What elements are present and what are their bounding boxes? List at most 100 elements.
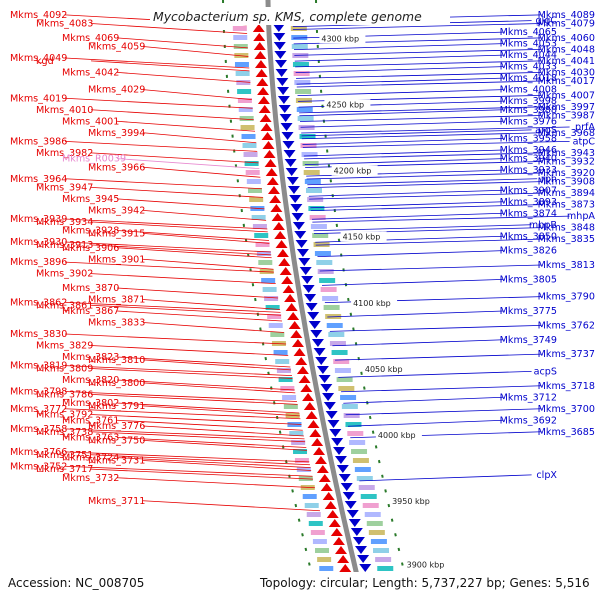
leader-line-reverse <box>319 264 542 272</box>
scale-tick-bg <box>324 99 371 110</box>
reverse-gene-mark <box>287 186 300 194</box>
gene-label-forward: Mkms_3915 <box>88 228 145 239</box>
gene-label-reverse: Mkms_4089 <box>538 10 595 21</box>
feature-band-right <box>300 143 317 148</box>
gene-label-reverse: Mkms_4079 <box>538 19 595 30</box>
reverse-gene-mark <box>284 159 297 167</box>
leader-line-reverse <box>317 250 504 258</box>
feature-band-right <box>298 125 315 130</box>
forward-gene-mark <box>252 24 265 32</box>
feature-band-left <box>243 152 258 157</box>
gene-label-reverse: Mkms_3946 <box>500 145 557 156</box>
inner-arc <box>222 0 319 601</box>
forward-gene-mark <box>270 204 283 212</box>
reverse-gene-mark <box>277 87 290 95</box>
gene-label-reverse: Mkms_3692 <box>500 415 557 426</box>
gene-label-forward: Mkms_3810 <box>88 355 145 366</box>
feature-band-left <box>315 548 330 553</box>
gene-label-forward: Mkms_3867 <box>62 306 119 317</box>
gene-label-forward: Mkms_3942 <box>88 205 145 216</box>
feature-band-right <box>375 557 392 562</box>
reverse-gene-mark <box>274 51 287 59</box>
feature-band-left <box>304 503 319 508</box>
feature-band-left <box>240 125 255 130</box>
leader-line-reverse <box>301 126 570 134</box>
gene-label-forward: Mkms_3717 <box>36 464 93 475</box>
gene-label-forward: Mkms_3751 <box>36 450 93 461</box>
feature-band-left <box>312 539 327 544</box>
feature-band-left <box>254 233 269 238</box>
gene-label-reverse: Mkms_3700 <box>538 404 595 415</box>
right-labels: Mkms_4089glgCMkms_4079Mkms_4065Mkms_4060… <box>500 10 596 481</box>
leader-line-forward <box>90 468 314 480</box>
leader-line-reverse <box>301 129 532 137</box>
forward-gene-mark <box>309 429 322 437</box>
leader-line-reverse <box>306 172 542 180</box>
forward-gene-mark <box>326 510 339 518</box>
leader-line-reverse <box>292 23 542 30</box>
leader-line-reverse <box>302 138 504 145</box>
forward-gene-mark <box>320 483 333 491</box>
scale-tick-bg <box>362 363 409 374</box>
feature-band-right <box>307 197 324 202</box>
gene-label-forward: Mkms_3761 <box>62 415 119 426</box>
reverse-gene-mark <box>278 105 291 113</box>
feature-band-left <box>283 404 298 409</box>
forward-gene-mark <box>278 258 291 266</box>
feature-band-left <box>258 260 273 265</box>
leader-line-forward <box>64 465 313 477</box>
leader-line-forward <box>116 230 270 241</box>
feature-band-left <box>264 296 279 301</box>
feature-band-right <box>304 179 321 184</box>
feature-band-right <box>319 278 336 283</box>
feature-band-right <box>303 170 320 175</box>
reverse-gene-mark <box>279 114 292 122</box>
leader-line-forward <box>64 178 262 190</box>
feature-band-right <box>293 71 310 76</box>
leader-line-reverse <box>294 48 542 56</box>
forward-gene-mark <box>255 69 268 77</box>
feature-band-right <box>347 431 364 436</box>
gene-label-forward: Mkms_3934 <box>36 217 93 228</box>
forward-gene-mark <box>263 150 276 158</box>
reverse-gene-mark <box>286 177 299 185</box>
reverse-gene-mark <box>348 519 361 527</box>
gene-label-forward: Mkms_3738 <box>36 427 93 438</box>
gene-label-forward: Mkms_4059 <box>88 42 145 53</box>
feature-band-left <box>319 566 334 571</box>
gene-label-forward: Mkms_4001 <box>62 116 119 127</box>
gene-label-reverse: Mkms_3920 <box>538 168 595 179</box>
feature-band-right <box>345 422 362 427</box>
feature-band-left <box>273 350 288 355</box>
gene-label-forward: kgd <box>36 56 54 67</box>
gene-label-reverse: Mkms_3790 <box>538 292 595 303</box>
gene-label-forward: Mkms_3986 <box>10 136 67 147</box>
leader-line-forward <box>90 345 289 356</box>
feature-band-left <box>310 530 325 535</box>
forward-gene-mark <box>332 537 345 545</box>
reverse-gene-mark <box>290 204 303 212</box>
reverse-gene-mark <box>289 195 302 203</box>
forward-gene-mark <box>253 42 266 50</box>
gene-label-reverse: Mkms_3908 <box>538 177 595 188</box>
reverse-gene-mark <box>282 141 295 149</box>
leader-line-reverse <box>300 120 504 128</box>
gene-label-forward: Mkms_3906 <box>62 243 119 254</box>
feature-band-right <box>329 341 346 346</box>
gene-label-forward: Mkms_3939 <box>10 214 67 225</box>
forward-gene-mark <box>257 87 270 95</box>
gene-label-reverse: Mkms_3805 <box>500 274 557 285</box>
forward-gene-mark <box>305 411 318 419</box>
feature-band-right <box>320 287 337 292</box>
leader-line-forward <box>64 428 305 440</box>
leader-line-forward <box>64 97 253 109</box>
reverse-gene-mark <box>344 501 357 509</box>
reverse-gene-mark <box>310 330 323 338</box>
leader-line-forward <box>90 454 310 466</box>
forward-gene-mark <box>279 267 292 275</box>
reverse-gene-mark <box>340 483 353 491</box>
leader-line-forward <box>142 299 281 310</box>
forward-gene-mark <box>284 294 297 302</box>
reverse-gene-mark <box>294 231 307 239</box>
